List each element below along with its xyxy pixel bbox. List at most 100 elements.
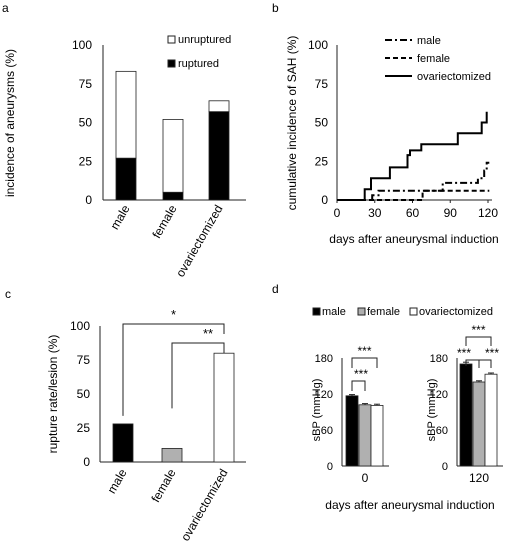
significance-bracket xyxy=(122,323,225,416)
y-tick-label: 75 xyxy=(315,77,329,91)
y-tick-label: 60 xyxy=(436,425,448,437)
significance-bracket xyxy=(351,380,366,391)
significance-label: *** xyxy=(485,346,499,360)
series-line-female xyxy=(337,189,490,201)
panel-d-right-y-label: sBP (mmHg) xyxy=(426,379,438,442)
legend-swatch-ovariectomized xyxy=(409,307,418,316)
bar-male xyxy=(345,395,359,467)
legend-label-female: female xyxy=(417,53,450,65)
x-tick-label: female xyxy=(149,202,179,240)
bar-female xyxy=(161,447,183,463)
legend-label-ovariectomized: ovariectomized xyxy=(419,306,493,318)
significance-bracket xyxy=(465,336,492,346)
x-tick-label: 60 xyxy=(406,206,420,220)
panel-b: b 0 25 50 75 100 0 30 60 90 120 cumulative incid… xyxy=(272,1,499,246)
bar-ruptured-male xyxy=(115,157,137,201)
series-line-male xyxy=(371,161,490,200)
y-tick-label: 25 xyxy=(79,154,93,168)
panel-d-chart-day-0: 0 60 120 180 0 *** *** xyxy=(315,344,389,485)
y-tick-label: 50 xyxy=(79,116,93,130)
significance-label: *** xyxy=(471,323,485,337)
panel-b-legend: male female ovariectomized xyxy=(385,35,491,83)
bar-ruptured-ovariectomized xyxy=(208,111,230,201)
panel-b-y-label: cumulative incidence of SAH (%) xyxy=(285,36,299,211)
panel-b-series xyxy=(337,111,490,201)
y-tick-label: 0 xyxy=(85,193,92,207)
y-tick-label: 0 xyxy=(321,193,328,207)
x-tick-label: male xyxy=(104,466,129,496)
panel-d: d male female ovariectomized 0 60 120 180 0 *… xyxy=(272,282,503,512)
panel-c-bars xyxy=(112,352,235,463)
legend-label-male: male xyxy=(417,35,441,47)
significance-label: * xyxy=(171,307,176,322)
group-label: 120 xyxy=(469,471,489,485)
y-tick-label: 120 xyxy=(430,389,448,401)
significance-bracket xyxy=(351,357,378,368)
panel-a-y-ticks: 0 25 50 75 100 xyxy=(72,38,92,207)
x-tick-label: 0 xyxy=(334,206,341,220)
y-tick-label: 0 xyxy=(327,461,333,473)
panel-c-letter: c xyxy=(5,287,11,301)
significance-bracket xyxy=(478,359,492,368)
bar-unruptured-ovariectomized xyxy=(208,100,230,113)
bar-ovariectomized xyxy=(213,352,235,463)
y-tick-label: 25 xyxy=(77,421,91,435)
significance-label: *** xyxy=(457,346,471,360)
legend-label-ruptured: ruptured xyxy=(178,58,219,70)
bar-male xyxy=(112,423,134,463)
panel-a-y-label: incidence of aneurysms (%) xyxy=(3,49,17,197)
series-line-ovariectomized xyxy=(337,111,488,201)
y-tick-label: 75 xyxy=(79,77,93,91)
legend-label-ovariectomized: ovariectomized xyxy=(417,71,491,83)
panel-d-letter: d xyxy=(272,282,279,296)
y-tick-label: 0 xyxy=(442,461,448,473)
panel-b-x-ticks: 0 30 60 90 120 xyxy=(334,200,498,220)
bar-male xyxy=(459,363,473,467)
panel-b-y-ticks: 0 25 50 75 100 xyxy=(308,38,328,207)
panel-d-legend: male female ovariectomized xyxy=(312,306,493,318)
significance-label: *** xyxy=(354,367,368,381)
y-tick-label: 100 xyxy=(72,38,92,52)
significance-label: *** xyxy=(357,344,371,358)
y-tick-label: 50 xyxy=(77,387,91,401)
y-tick-label: 100 xyxy=(70,319,90,333)
panel-b-x-label: days after aneurysmal induction xyxy=(329,232,498,246)
significance-bracket xyxy=(171,342,225,409)
bar-unruptured-male xyxy=(115,70,137,159)
legend-swatch-male xyxy=(312,307,321,316)
y-tick-label: 50 xyxy=(315,116,329,130)
bar-female xyxy=(472,381,486,467)
panel-c-y-label: rupture rate/lesion (%) xyxy=(46,335,60,454)
significance-label: ** xyxy=(203,326,213,341)
bar-ovariectomized xyxy=(370,404,384,467)
legend-label-unruptured: unruptured xyxy=(178,34,231,46)
x-tick-label: 120 xyxy=(478,206,498,220)
x-tick-label: 90 xyxy=(444,206,458,220)
legend-label-male: male xyxy=(322,306,346,318)
x-tick-label: male xyxy=(107,202,132,232)
y-tick-label: 0 xyxy=(83,455,90,469)
panel-d-x-label: days after aneurysmal induction xyxy=(325,498,494,512)
x-tick-label: ovariectomized xyxy=(178,467,230,544)
y-tick-label: 100 xyxy=(308,38,328,52)
y-tick-label: 180 xyxy=(315,353,333,365)
y-tick-label: 180 xyxy=(430,353,448,365)
y-tick-label: 75 xyxy=(77,353,91,367)
legend-label-female: female xyxy=(367,306,400,318)
x-tick-label: 30 xyxy=(368,206,382,220)
panel-c-significance: *** xyxy=(122,307,225,416)
bar-female xyxy=(358,404,372,467)
bar-ovariectomized xyxy=(484,373,498,467)
bar-ruptured-female xyxy=(162,191,184,201)
panel-c-x-tick-labels: male female ovariectomized xyxy=(104,466,230,543)
y-tick-label: 25 xyxy=(315,154,329,168)
legend-swatch-female xyxy=(357,307,366,316)
panel-a-legend: unruptured ruptured xyxy=(167,34,231,70)
y-tick-label: 60 xyxy=(321,425,333,437)
x-tick-label: female xyxy=(148,466,178,504)
